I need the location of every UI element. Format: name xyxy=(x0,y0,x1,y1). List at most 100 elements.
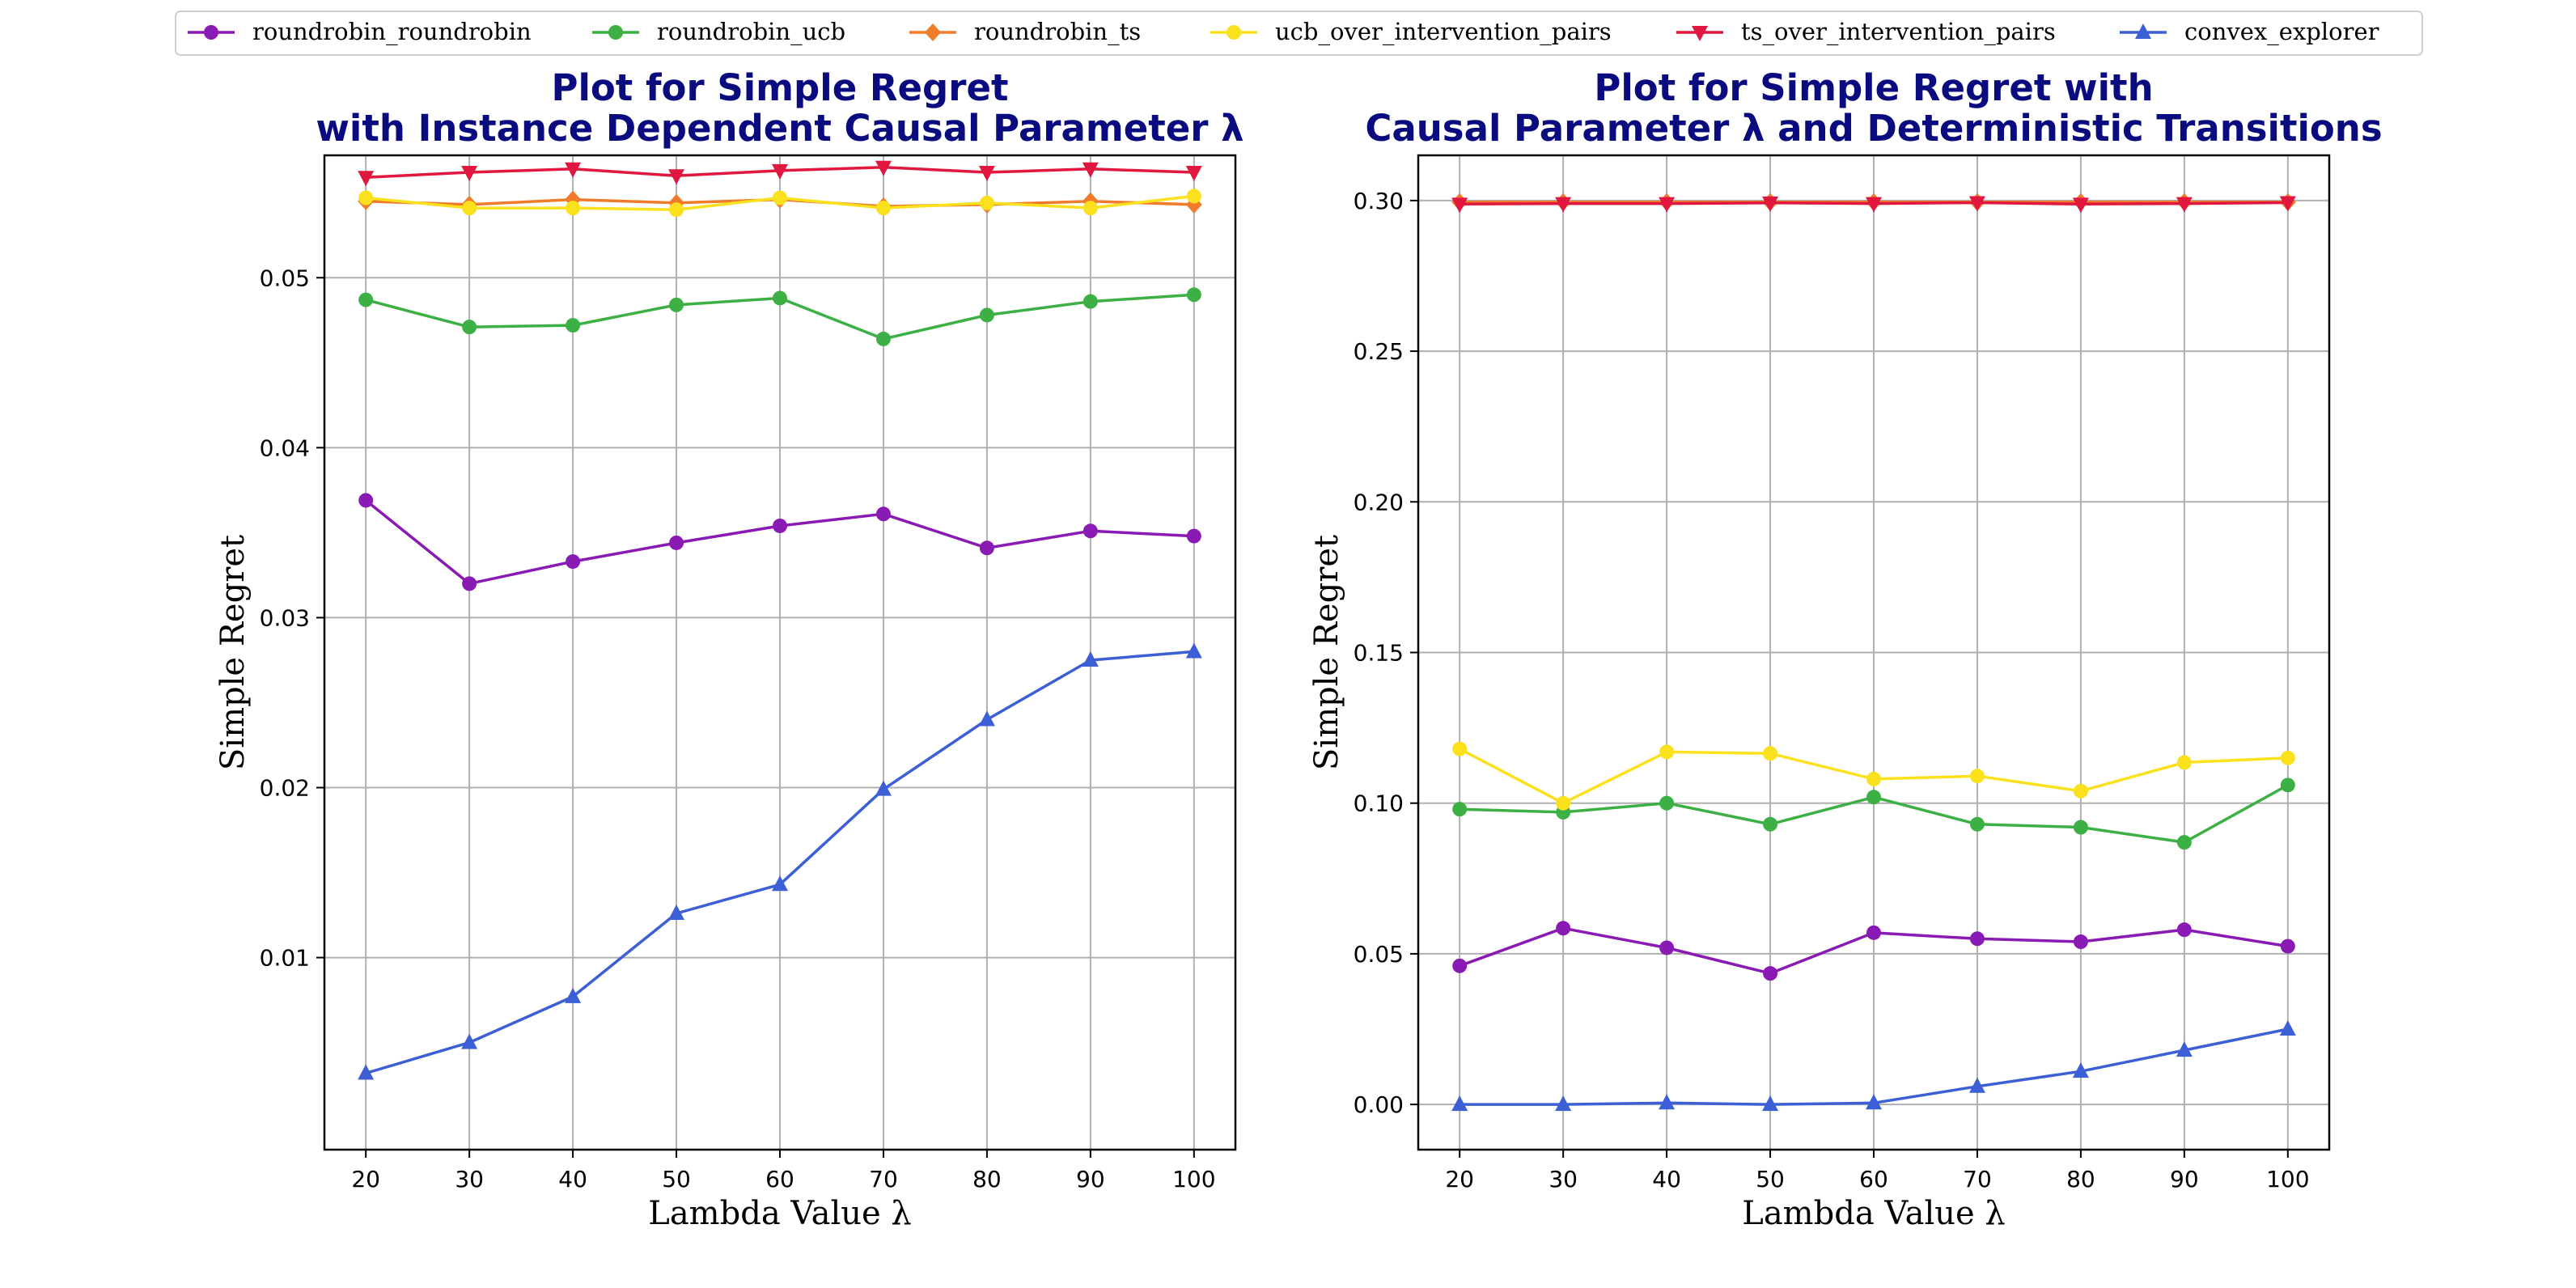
data-point xyxy=(1763,816,1778,832)
data-point xyxy=(1185,642,1202,659)
x-tick-label: 80 xyxy=(972,1166,1002,1193)
series-ts_over_intervention_pairs xyxy=(1451,196,2296,214)
x-tick-label: 20 xyxy=(351,1166,380,1193)
data-point xyxy=(1969,931,1985,947)
data-point xyxy=(462,576,477,591)
data-point xyxy=(773,290,787,306)
data-point xyxy=(462,320,477,335)
plot-frame xyxy=(323,154,1237,1151)
data-point xyxy=(1968,196,1985,212)
data-point xyxy=(1763,966,1778,981)
x-tick-label: 100 xyxy=(1172,1166,1215,1193)
y-tick-label: 0.20 xyxy=(1354,489,1404,515)
x-axis: 20 30 40 50 60 70 80 90 100 xyxy=(351,1150,1216,1193)
y-tick-label: 0.02 xyxy=(260,775,310,802)
legend: roundrobin_roundrobin roundrobin_ucb round… xyxy=(175,11,2423,56)
data-point xyxy=(1866,925,1881,940)
y-tick-label: 0.10 xyxy=(1354,790,1404,817)
x-tick-label: 70 xyxy=(1963,1166,1992,1193)
y-tick-label: 0.30 xyxy=(1354,188,1404,214)
series-roundrobin_roundrobin xyxy=(1452,921,2295,981)
data-point xyxy=(1186,189,1201,204)
x-tick-label: 70 xyxy=(869,1166,898,1193)
data-point xyxy=(875,506,891,522)
legend-entry: ucb_over_intervention_pairs xyxy=(1210,18,1612,46)
data-point xyxy=(462,201,477,216)
data-point xyxy=(773,190,787,205)
y-tick-label: 0.04 xyxy=(260,434,310,461)
legend-entry: roundrobin_ucb xyxy=(592,18,845,46)
data-point xyxy=(461,166,478,182)
y-tick-label: 0.05 xyxy=(260,265,310,291)
data-point xyxy=(1452,741,1468,756)
data-point xyxy=(1082,650,1099,667)
data-point xyxy=(2072,197,2089,214)
data-point xyxy=(875,201,891,216)
legend-frame xyxy=(175,11,2423,56)
series-roundrobin_ucb xyxy=(358,287,1201,346)
data-point xyxy=(1451,197,1468,214)
x-tick-label: 60 xyxy=(765,1166,794,1193)
x-axis: 20 30 40 50 60 70 80 90 100 xyxy=(1445,1150,2310,1193)
data-point xyxy=(979,307,994,323)
data-point xyxy=(773,518,787,533)
data-point xyxy=(2280,777,2295,793)
data-point xyxy=(875,780,892,796)
data-point xyxy=(2176,755,2192,770)
legend-label: ucb_over_intervention_pairs xyxy=(1275,18,1612,46)
data-point xyxy=(2280,750,2295,765)
data-point xyxy=(1968,1077,1985,1093)
data-point xyxy=(2176,197,2193,213)
data-point xyxy=(358,171,375,187)
chart-title-line: Plot for Simple Regret xyxy=(551,66,1008,109)
data-point xyxy=(1659,197,1676,213)
x-tick-label: 30 xyxy=(1549,1166,1578,1193)
y-tick-label: 0.00 xyxy=(1354,1091,1404,1118)
legend-entry: ts_over_intervention_pairs xyxy=(1676,18,2056,46)
data-point xyxy=(1866,1094,1882,1110)
y-tick-label: 0.15 xyxy=(1354,640,1404,667)
data-point xyxy=(1452,958,1468,973)
data-point xyxy=(979,540,994,556)
series-convex_explorer xyxy=(358,642,1202,1080)
data-point xyxy=(1969,769,1985,784)
data-point xyxy=(1083,523,1098,539)
data-point xyxy=(566,318,581,333)
y-axis-label: Simple Regret xyxy=(1308,535,1345,770)
data-point xyxy=(979,195,994,210)
data-point xyxy=(875,331,891,346)
series-roundrobin_roundrobin xyxy=(358,493,1201,591)
data-point xyxy=(2279,1020,2296,1036)
x-tick-label: 90 xyxy=(1076,1166,1105,1193)
y-tick-label: 0.05 xyxy=(1354,941,1404,968)
data-point xyxy=(772,875,788,892)
data-point xyxy=(1186,528,1201,544)
series-group xyxy=(1451,193,2296,1112)
data-point xyxy=(1659,744,1675,760)
data-point xyxy=(1185,166,1202,182)
legend-marker xyxy=(2135,23,2151,39)
data-point xyxy=(461,1033,478,1049)
data-point xyxy=(566,201,581,216)
data-point xyxy=(1451,1095,1468,1112)
x-axis-label: Lambda Value λ xyxy=(1742,1195,2005,1232)
data-point xyxy=(1762,196,1779,212)
data-point xyxy=(978,710,995,727)
data-point xyxy=(1452,802,1468,817)
series-ucb_over_intervention_pairs xyxy=(358,189,1201,218)
data-point xyxy=(2176,922,2192,938)
data-point xyxy=(875,160,892,176)
y-axis-label: Simple Regret xyxy=(214,535,252,770)
data-point xyxy=(1969,816,1985,832)
legend-label: roundrobin_roundrobin xyxy=(252,18,532,46)
data-point xyxy=(1659,795,1675,811)
y-tick-label: 0.01 xyxy=(260,945,310,972)
data-point xyxy=(1555,197,1572,213)
legend-label: ts_over_intervention_pairs xyxy=(1741,18,2056,46)
data-point xyxy=(668,169,685,185)
data-point xyxy=(565,987,582,1003)
data-point xyxy=(2176,835,2192,850)
grid xyxy=(1418,155,2329,1150)
